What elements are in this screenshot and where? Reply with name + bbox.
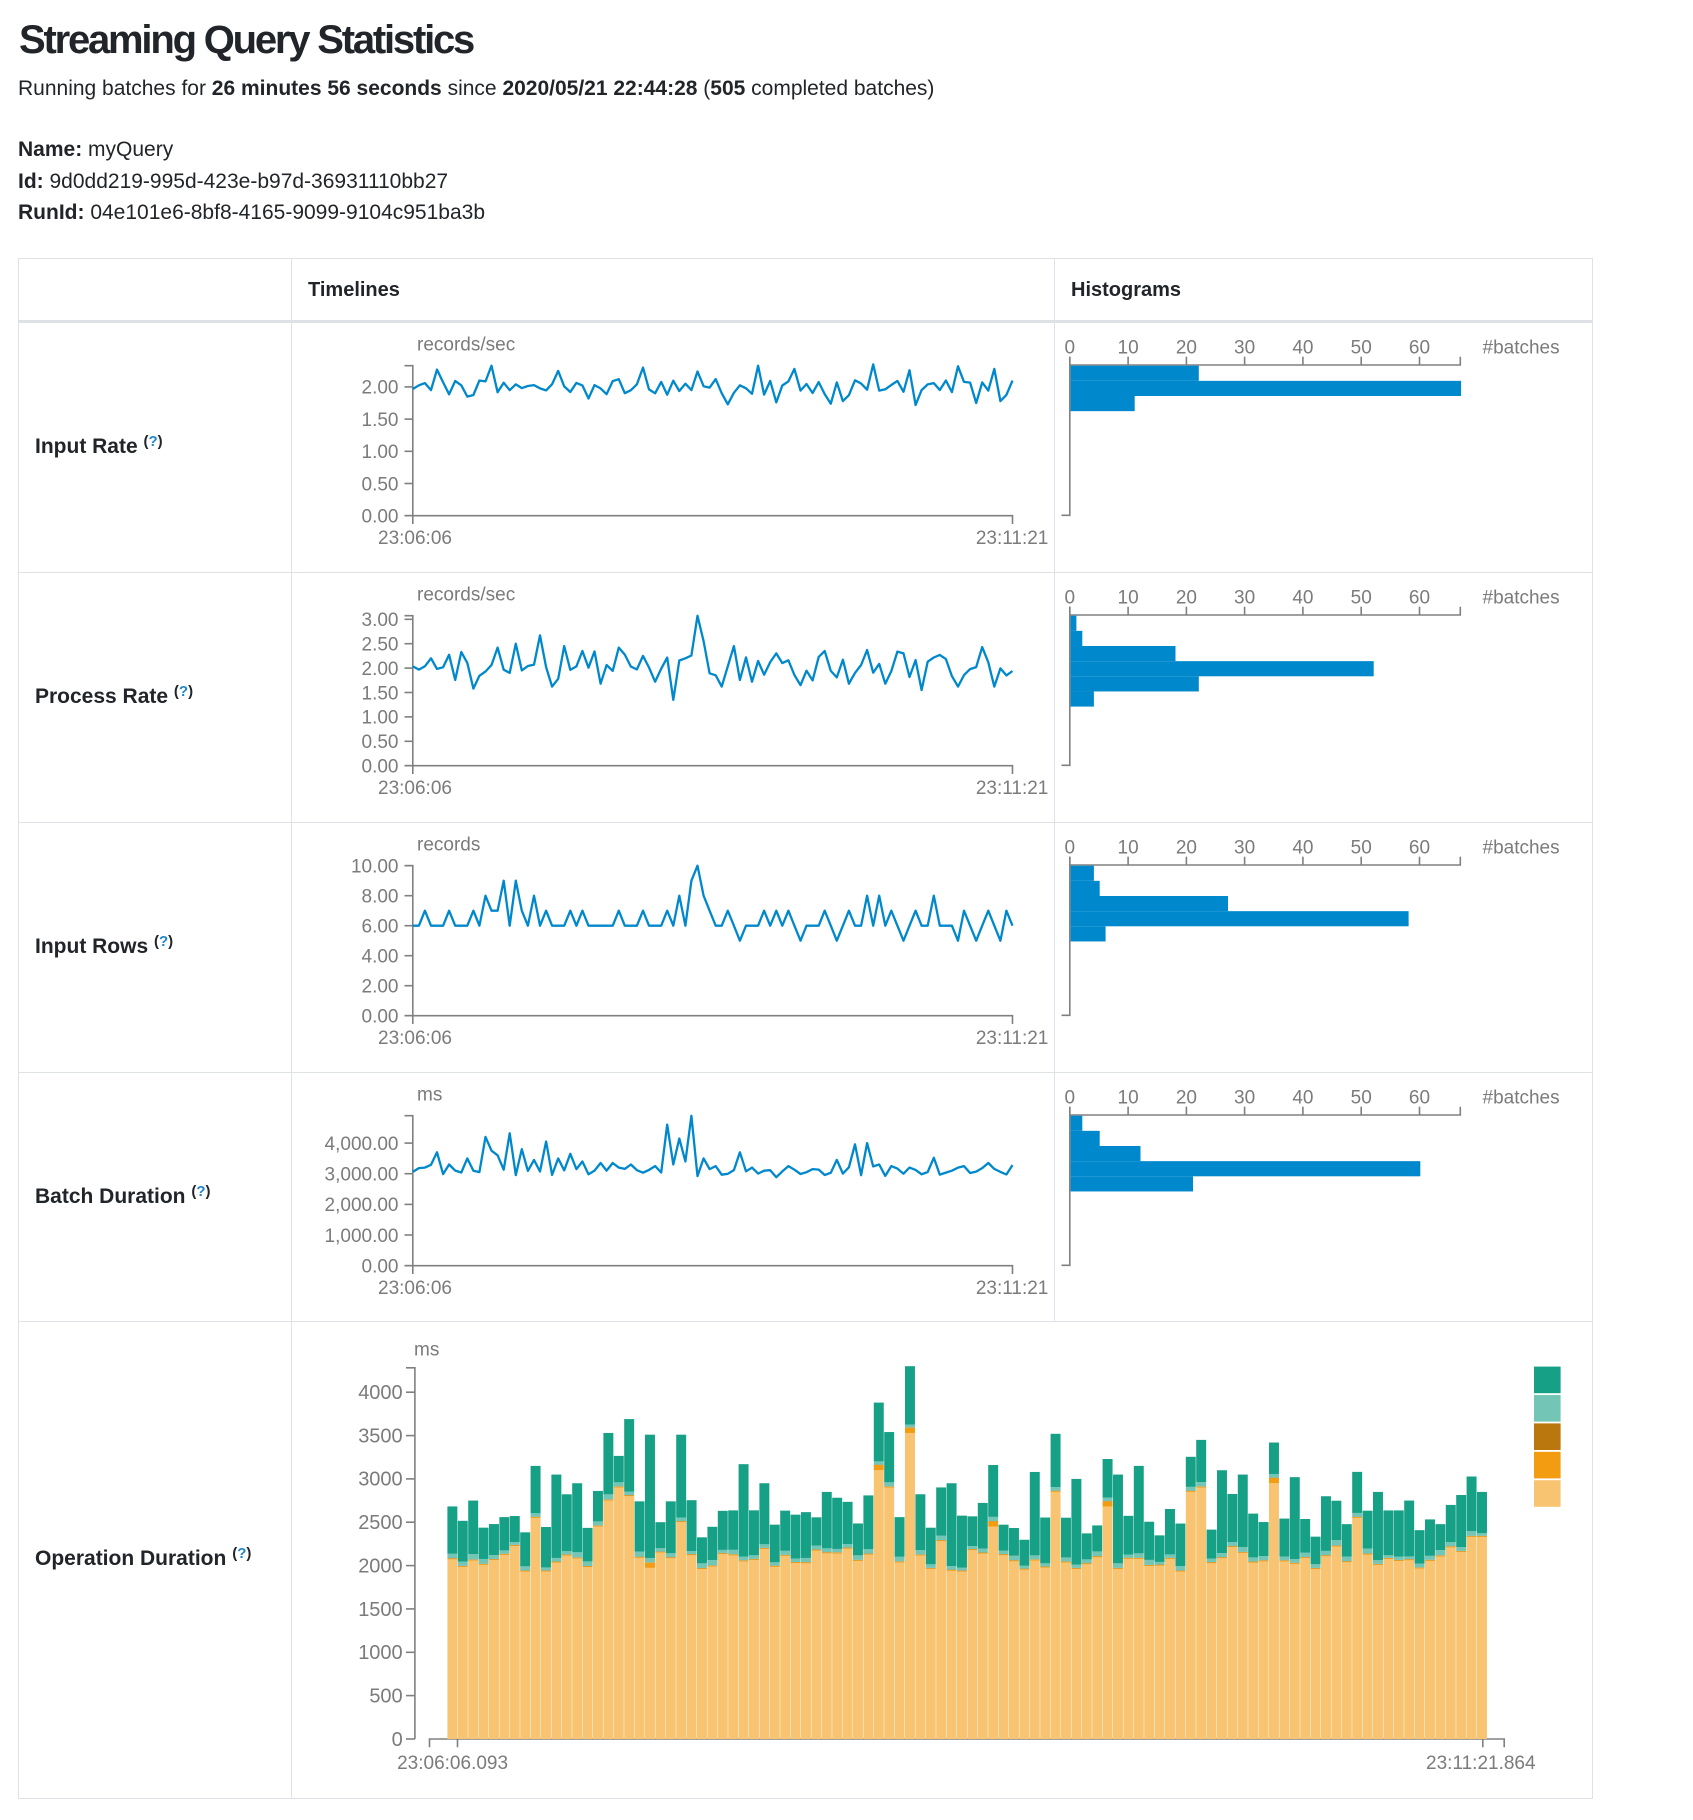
svg-text:500: 500 bbox=[369, 1685, 402, 1707]
svg-text:2000: 2000 bbox=[358, 1555, 403, 1577]
svg-text:50: 50 bbox=[1350, 587, 1371, 608]
svg-text:3000: 3000 bbox=[358, 1468, 403, 1490]
svg-text:records/sec: records/sec bbox=[417, 584, 515, 605]
svg-text:records/sec: records/sec bbox=[417, 334, 515, 355]
svg-text:1.00: 1.00 bbox=[362, 707, 399, 728]
svg-text:20: 20 bbox=[1175, 587, 1196, 608]
svg-text:23:06:06: 23:06:06 bbox=[378, 527, 452, 548]
svg-text:23:06:06: 23:06:06 bbox=[378, 1277, 452, 1298]
svg-text:60: 60 bbox=[1408, 837, 1429, 858]
svg-text:23:06:06: 23:06:06 bbox=[378, 777, 452, 798]
svg-text:1.50: 1.50 bbox=[362, 683, 399, 704]
svg-text:30: 30 bbox=[1234, 337, 1255, 358]
svg-text:30: 30 bbox=[1234, 587, 1255, 608]
svg-text:3500: 3500 bbox=[358, 1425, 403, 1447]
svg-text:10: 10 bbox=[1117, 337, 1138, 358]
svg-text:#batches: #batches bbox=[1482, 337, 1559, 358]
svg-text:23:11:21: 23:11:21 bbox=[976, 1027, 1049, 1048]
svg-text:0.50: 0.50 bbox=[362, 732, 399, 753]
svg-text:23:06:06: 23:06:06 bbox=[378, 1027, 452, 1048]
svg-text:50: 50 bbox=[1350, 1087, 1371, 1108]
svg-text:1000: 1000 bbox=[358, 1642, 403, 1664]
svg-text:23:11:21.864: 23:11:21.864 bbox=[1426, 1753, 1536, 1774]
svg-text:40: 40 bbox=[1292, 1087, 1313, 1108]
svg-text:10: 10 bbox=[1117, 587, 1138, 608]
svg-text:30: 30 bbox=[1234, 1087, 1255, 1108]
svg-text:50: 50 bbox=[1350, 837, 1371, 858]
svg-text:0: 0 bbox=[392, 1728, 403, 1750]
svg-text:20: 20 bbox=[1175, 1087, 1196, 1108]
svg-text:#batches: #batches bbox=[1482, 837, 1559, 858]
svg-text:40: 40 bbox=[1292, 337, 1313, 358]
svg-text:4.00: 4.00 bbox=[362, 946, 399, 967]
svg-text:10.00: 10.00 bbox=[351, 856, 399, 877]
svg-text:20: 20 bbox=[1175, 837, 1196, 858]
svg-text:3.00: 3.00 bbox=[362, 610, 399, 631]
svg-text:2.00: 2.00 bbox=[362, 377, 399, 398]
svg-text:10: 10 bbox=[1117, 1087, 1138, 1108]
svg-text:#batches: #batches bbox=[1482, 587, 1559, 608]
svg-text:1500: 1500 bbox=[358, 1598, 403, 1620]
svg-text:0.00: 0.00 bbox=[362, 1006, 399, 1027]
svg-text:0: 0 bbox=[1064, 337, 1075, 358]
svg-text:2.00: 2.00 bbox=[362, 658, 399, 679]
svg-text:60: 60 bbox=[1408, 1087, 1429, 1108]
svg-text:40: 40 bbox=[1292, 837, 1313, 858]
svg-text:3,000.00: 3,000.00 bbox=[325, 1164, 399, 1185]
svg-text:records: records bbox=[417, 834, 480, 855]
svg-text:ms: ms bbox=[414, 1339, 439, 1360]
svg-text:1.50: 1.50 bbox=[362, 409, 399, 430]
svg-text:2,000.00: 2,000.00 bbox=[325, 1195, 399, 1216]
svg-text:6.00: 6.00 bbox=[362, 916, 399, 937]
svg-text:50: 50 bbox=[1350, 337, 1371, 358]
svg-text:#batches: #batches bbox=[1482, 1087, 1559, 1108]
svg-text:1,000.00: 1,000.00 bbox=[325, 1225, 399, 1246]
svg-text:23:06:06.093: 23:06:06.093 bbox=[397, 1753, 508, 1774]
svg-text:1.00: 1.00 bbox=[362, 442, 399, 463]
svg-text:23:11:21: 23:11:21 bbox=[976, 1277, 1049, 1298]
svg-text:0: 0 bbox=[1064, 587, 1075, 608]
svg-text:2.00: 2.00 bbox=[362, 976, 399, 997]
svg-text:2.50: 2.50 bbox=[362, 634, 399, 655]
svg-text:0.00: 0.00 bbox=[362, 756, 399, 777]
svg-text:0.00: 0.00 bbox=[362, 1256, 399, 1277]
svg-text:4,000.00: 4,000.00 bbox=[325, 1133, 399, 1154]
svg-text:23:11:21: 23:11:21 bbox=[976, 527, 1049, 548]
svg-text:0.00: 0.00 bbox=[362, 506, 399, 527]
svg-text:2500: 2500 bbox=[358, 1512, 403, 1534]
svg-text:10: 10 bbox=[1117, 837, 1138, 858]
svg-text:20: 20 bbox=[1175, 337, 1196, 358]
svg-text:4000: 4000 bbox=[358, 1382, 403, 1404]
svg-text:40: 40 bbox=[1292, 587, 1313, 608]
svg-text:60: 60 bbox=[1408, 587, 1429, 608]
svg-text:30: 30 bbox=[1234, 837, 1255, 858]
svg-text:0: 0 bbox=[1064, 837, 1075, 858]
svg-text:0.50: 0.50 bbox=[362, 474, 399, 495]
svg-text:0: 0 bbox=[1064, 1087, 1075, 1108]
svg-text:60: 60 bbox=[1408, 337, 1429, 358]
svg-text:ms: ms bbox=[417, 1084, 442, 1105]
svg-text:23:11:21: 23:11:21 bbox=[976, 777, 1049, 798]
svg-text:8.00: 8.00 bbox=[362, 886, 399, 907]
